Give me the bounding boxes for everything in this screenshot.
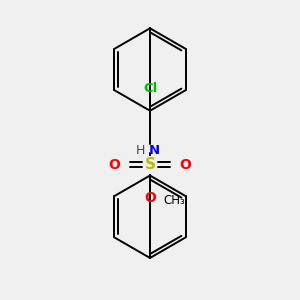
Text: CH₃: CH₃ [164, 194, 185, 207]
Text: H: H [136, 143, 145, 157]
Text: S: S [145, 157, 155, 172]
Text: O: O [144, 191, 156, 205]
Text: Cl: Cl [143, 82, 157, 95]
Text: O: O [179, 158, 191, 172]
Text: O: O [109, 158, 121, 172]
Text: N: N [149, 143, 160, 157]
